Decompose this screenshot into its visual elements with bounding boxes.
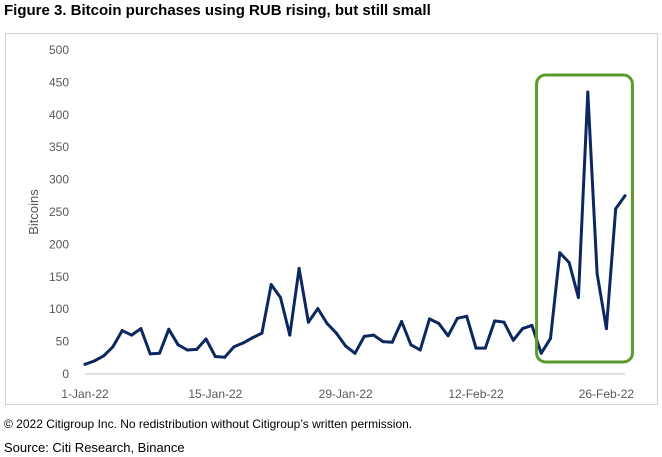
x-tick-label: 12-Feb-22: [448, 387, 504, 401]
figure-title: Figure 3. Bitcoin purchases using RUB ri…: [4, 2, 431, 19]
data-point: [195, 347, 199, 351]
y-tick-label: 50: [56, 335, 70, 349]
data-point: [465, 314, 469, 318]
x-tick-label: 15-Jan-22: [188, 387, 242, 401]
data-point: [567, 261, 571, 264]
data-point: [130, 333, 134, 337]
data-point: [595, 272, 599, 276]
data-point: [400, 320, 404, 323]
y-tick-label: 500: [49, 43, 69, 57]
data-point: [120, 329, 124, 333]
y-tick-label: 200: [49, 237, 69, 251]
data-point: [353, 351, 357, 355]
data-point: [483, 346, 487, 350]
y-tick-label: 0: [62, 367, 69, 381]
y-axis-ticks: 0 50 100 150 200 250 300 350 400 450 500: [49, 43, 69, 381]
data-point: [474, 346, 478, 350]
data-point: [232, 345, 236, 349]
data-point: [251, 336, 255, 340]
data-point: [260, 331, 264, 335]
y-axis-label: Bitcoins: [26, 189, 41, 235]
data-points: [83, 90, 627, 366]
data-point: [185, 348, 189, 352]
highlight-box: [535, 73, 634, 364]
data-point: [362, 334, 366, 338]
data-point: [372, 333, 376, 337]
chart-frame: [5, 33, 658, 405]
data-point: [158, 351, 161, 355]
data-point: [176, 343, 180, 347]
data-point: [111, 345, 115, 349]
data-point: [455, 316, 459, 320]
data-point: [604, 327, 608, 331]
data-point: [614, 207, 618, 211]
data-point: [623, 194, 627, 198]
data-point: [83, 362, 87, 366]
data-point: [334, 331, 338, 335]
data-point: [418, 348, 422, 352]
data-point: [511, 338, 515, 342]
series-line-bitcoins: [83, 90, 627, 366]
data-point: [316, 307, 320, 311]
data-point: [148, 352, 152, 356]
data-point: [409, 343, 413, 347]
data-point: [269, 283, 273, 287]
data-point: [539, 351, 543, 355]
source-note: Source: Citi Research, Binance: [4, 440, 185, 455]
data-point: [493, 319, 497, 323]
data-point: [325, 322, 329, 325]
data-point: [390, 340, 394, 344]
data-point: [344, 344, 348, 348]
y-tick-label: 400: [49, 108, 69, 122]
data-point: [530, 323, 534, 327]
x-tick-label: 29-Jan-22: [319, 387, 373, 401]
data-point: [204, 337, 208, 341]
data-point: [437, 322, 441, 325]
data-point: [288, 333, 292, 337]
copyright-note: © 2022 Citigroup Inc. No redistribution …: [4, 417, 413, 431]
data-point: [241, 341, 245, 345]
data-point: [446, 334, 450, 338]
data-point: [502, 320, 506, 324]
data-point: [586, 90, 590, 94]
x-tick-label: 26-Feb-22: [579, 387, 635, 401]
data-point: [213, 355, 217, 358]
data-point: [223, 355, 227, 359]
y-tick-label: 300: [49, 173, 69, 187]
y-tick-label: 250: [49, 205, 69, 219]
data-point: [139, 327, 143, 331]
data-point: [558, 251, 562, 255]
data-point: [167, 327, 171, 331]
x-axis-ticks: 1-Jan-22 15-Jan-22 29-Jan-22 12-Feb-22 26-Fe…: [61, 387, 634, 401]
y-tick-label: 450: [49, 75, 69, 89]
data-point: [381, 340, 385, 344]
y-tick-label: 100: [49, 302, 69, 316]
data-point: [428, 317, 431, 321]
y-tick-label: 350: [49, 140, 69, 154]
data-point: [297, 266, 301, 270]
data-point: [306, 320, 310, 324]
x-tick-label: 1-Jan-22: [61, 387, 109, 401]
data-point: [279, 296, 282, 299]
data-point: [549, 336, 552, 340]
data-point: [102, 354, 106, 358]
y-tick-label: 150: [49, 270, 69, 284]
data-point: [521, 327, 525, 331]
data-point: [92, 359, 96, 363]
data-point: [576, 296, 580, 299]
